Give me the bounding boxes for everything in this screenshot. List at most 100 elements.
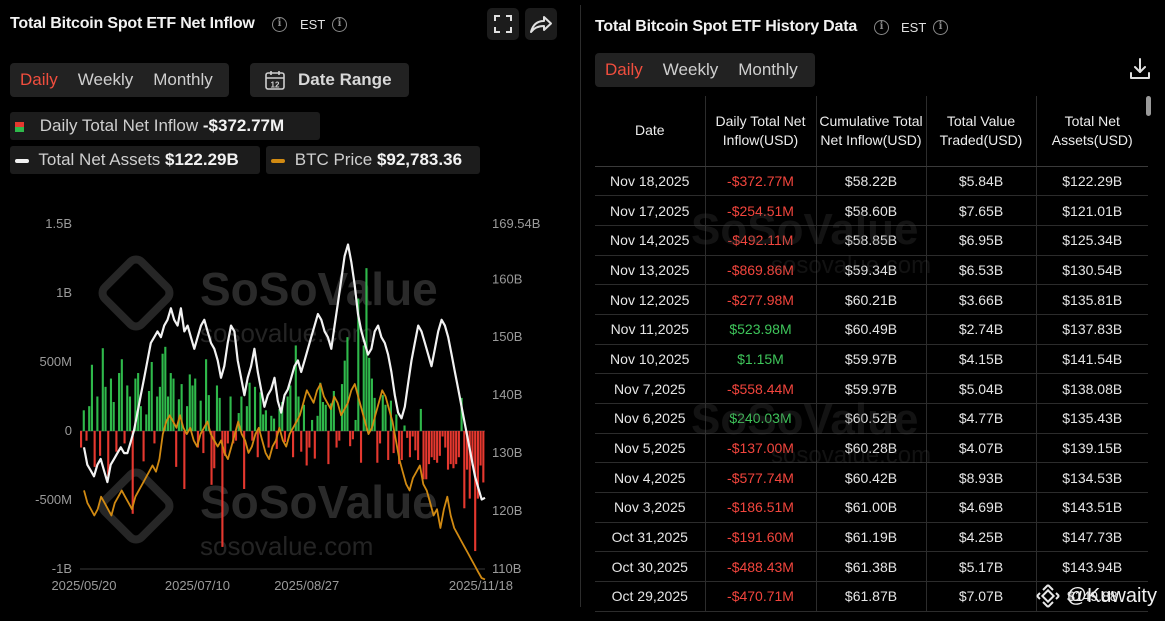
cell-net-assets: $143.51B: [1036, 492, 1148, 523]
table-row[interactable]: Nov 18,2025 -$372.77M $58.22B $5.84B $122.29…: [595, 166, 1148, 197]
tab-weekly[interactable]: Weekly: [662, 60, 719, 79]
header-cumulative-inflow[interactable]: Cumulative Total Net Inflow(USD): [816, 96, 927, 167]
panel-title: Total Bitcoin Spot ETF Net Inflow: [10, 15, 255, 32]
cell-daily-inflow: -$492.11M: [705, 225, 817, 256]
header-value-traded[interactable]: Total Value Traded(USD): [926, 96, 1037, 167]
inflow-bar: [270, 415, 273, 431]
cell-value-traded: $8.93B: [926, 462, 1037, 494]
tab-daily[interactable]: Daily: [20, 70, 58, 89]
cell-date: Nov 17,2025: [595, 195, 706, 226]
inflow-bar: [156, 396, 159, 431]
inflow-bar: [384, 404, 387, 431]
inflow-bar: [308, 431, 311, 448]
cell-value-traded: $7.07B: [926, 581, 1037, 612]
x-axis-tick: 2025/11/18: [449, 578, 513, 593]
cell-net-assets: $135.81B: [1036, 284, 1148, 315]
header-daily-inflow[interactable]: Daily Total Net Inflow(USD): [705, 96, 817, 167]
fullscreen-button[interactable]: [487, 8, 519, 40]
inflow-bar: [316, 415, 319, 431]
inflow-bar: [264, 410, 267, 431]
legend-inflow-value: -$372.77M: [202, 116, 285, 135]
inflow-bar: [96, 396, 99, 431]
inflow-bar: [196, 431, 199, 448]
left-axis-tick: -1B: [52, 561, 72, 576]
table-row[interactable]: Nov 12,2025 -$277.98M $60.21B $3.66B $135.81…: [595, 284, 1148, 315]
inflow-bar: [343, 360, 346, 431]
legend-assets[interactable]: Total Net Assets $122.29B: [10, 146, 260, 174]
inflow-bar: [335, 431, 338, 448]
cell-value-traded: $3.66B: [926, 284, 1037, 315]
tab-monthly[interactable]: Monthly: [738, 60, 798, 79]
date-range-button[interactable]: 12 Date Range: [250, 63, 409, 97]
info-icon[interactable]: i: [272, 17, 287, 32]
download-icon[interactable]: [1127, 56, 1153, 82]
header-date[interactable]: Date: [595, 96, 706, 167]
cell-cumulative-inflow: $60.49B: [816, 314, 927, 345]
tab-monthly[interactable]: Monthly: [153, 70, 213, 89]
cell-daily-inflow: -$191.60M: [705, 522, 817, 553]
history-title: Total Bitcoin Spot ETF History Data: [595, 18, 858, 35]
net-inflow-panel: Total Bitcoin Spot ETF Net Inflow i EST …: [0, 0, 580, 621]
inflow-bar: [226, 431, 229, 444]
table-row[interactable]: Nov 4,2025 -$577.74M $60.42B $8.93B $134.53B: [595, 462, 1148, 494]
cell-value-traded: $6.95B: [926, 225, 1037, 256]
inflow-bar: [128, 396, 132, 431]
table-scrollbar[interactable]: [1146, 96, 1151, 116]
x-axis-tick: 2025/07/10: [165, 578, 230, 593]
inflow-bar: [321, 402, 325, 431]
cell-date: Nov 13,2025: [595, 255, 706, 286]
table-row[interactable]: Nov 11,2025 $523.98M $60.49B $2.74B $137.83B: [595, 314, 1148, 345]
table-row[interactable]: Nov 3,2025 -$186.51M $61.00B $4.69B $143.51B: [595, 492, 1148, 523]
table-row[interactable]: Oct 29,2025 -$470.71M $61.87B $7.07B $149.88: [595, 581, 1148, 612]
cell-date: Oct 29,2025: [595, 581, 706, 612]
table-row[interactable]: Nov 10,2025 $1.15M $59.97B $4.15B $141.54B: [595, 344, 1148, 375]
inflow-bar: [411, 431, 414, 437]
cell-daily-inflow: -$470.71M: [705, 581, 817, 612]
history-interval-tabs: Daily Weekly Monthly: [595, 53, 815, 87]
right-axis-tick: 140B: [492, 387, 522, 402]
inflow-bar: [319, 382, 322, 431]
timezone-info-icon[interactable]: i: [933, 20, 948, 35]
cell-daily-inflow: -$558.44M: [705, 373, 817, 404]
inflow-bar: [368, 357, 371, 431]
inflow-bar: [126, 385, 129, 431]
table-row[interactable]: Nov 5,2025 -$137.00M $60.28B $4.07B $139.15B: [595, 433, 1148, 464]
inflow-bar: [202, 431, 205, 454]
header-net-assets[interactable]: Total Net Assets(USD): [1036, 96, 1148, 167]
table-row[interactable]: Oct 30,2025 -$488.43M $61.38B $5.17B $143.94…: [595, 551, 1148, 583]
legend-btc[interactable]: BTC Price $92,783.36: [266, 146, 480, 174]
inflow-bar: [139, 406, 142, 431]
inflow-bar: [107, 431, 110, 477]
tab-weekly[interactable]: Weekly: [77, 70, 134, 89]
inflow-chart[interactable]: SoSoValuesosovalue.comSoSoValuesosovalue…: [0, 200, 580, 610]
legend-inflow[interactable]: Daily Total Net Inflow -$372.77M: [10, 112, 320, 140]
inflow-bar: [338, 431, 341, 441]
table-row[interactable]: Nov 6,2025 $240.03M $60.52B $4.77B $135.43B: [595, 403, 1148, 434]
share-button[interactable]: [525, 8, 557, 40]
left-axis-tick: -500M: [35, 492, 72, 507]
table-row[interactable]: Nov 7,2025 -$558.44M $59.97B $5.04B $138.08B: [595, 373, 1148, 404]
info-icon[interactable]: i: [874, 20, 889, 35]
inflow-bar: [395, 414, 398, 431]
inflow-bar: [376, 431, 379, 463]
inflow-bar: [362, 345, 365, 431]
cell-cumulative-inflow: $60.52B: [816, 403, 927, 434]
table-row[interactable]: Nov 14,2025 -$492.11M $58.85B $6.95B $125.34…: [595, 225, 1148, 256]
right-axis-tick: 160B: [492, 271, 522, 286]
inflow-bar: [479, 431, 482, 466]
timezone-info-icon[interactable]: i: [332, 17, 347, 32]
inflow-bar: [259, 392, 262, 431]
cell-date: Nov 5,2025: [595, 433, 706, 464]
table-row[interactable]: Nov 17,2025 -$254.51M $58.60B $7.65B $121.01…: [595, 195, 1148, 226]
inflow-bar: [476, 431, 479, 499]
table-row[interactable]: Nov 13,2025 -$869.86M $59.34B $6.53B $130.54…: [595, 255, 1148, 286]
calendar-day: 12: [271, 81, 280, 90]
table-row[interactable]: Oct 31,2025 -$191.60M $61.19B $4.25B $147.73…: [595, 522, 1148, 553]
cell-value-traded: $6.53B: [926, 255, 1037, 286]
tab-daily[interactable]: Daily: [605, 60, 643, 79]
inflow-bar: [248, 382, 251, 431]
legend-assets-value: $122.29B: [165, 150, 239, 169]
cell-cumulative-inflow: $60.21B: [816, 284, 927, 315]
cell-cumulative-inflow: $58.22B: [816, 166, 927, 197]
inflow-bar: [101, 348, 104, 431]
